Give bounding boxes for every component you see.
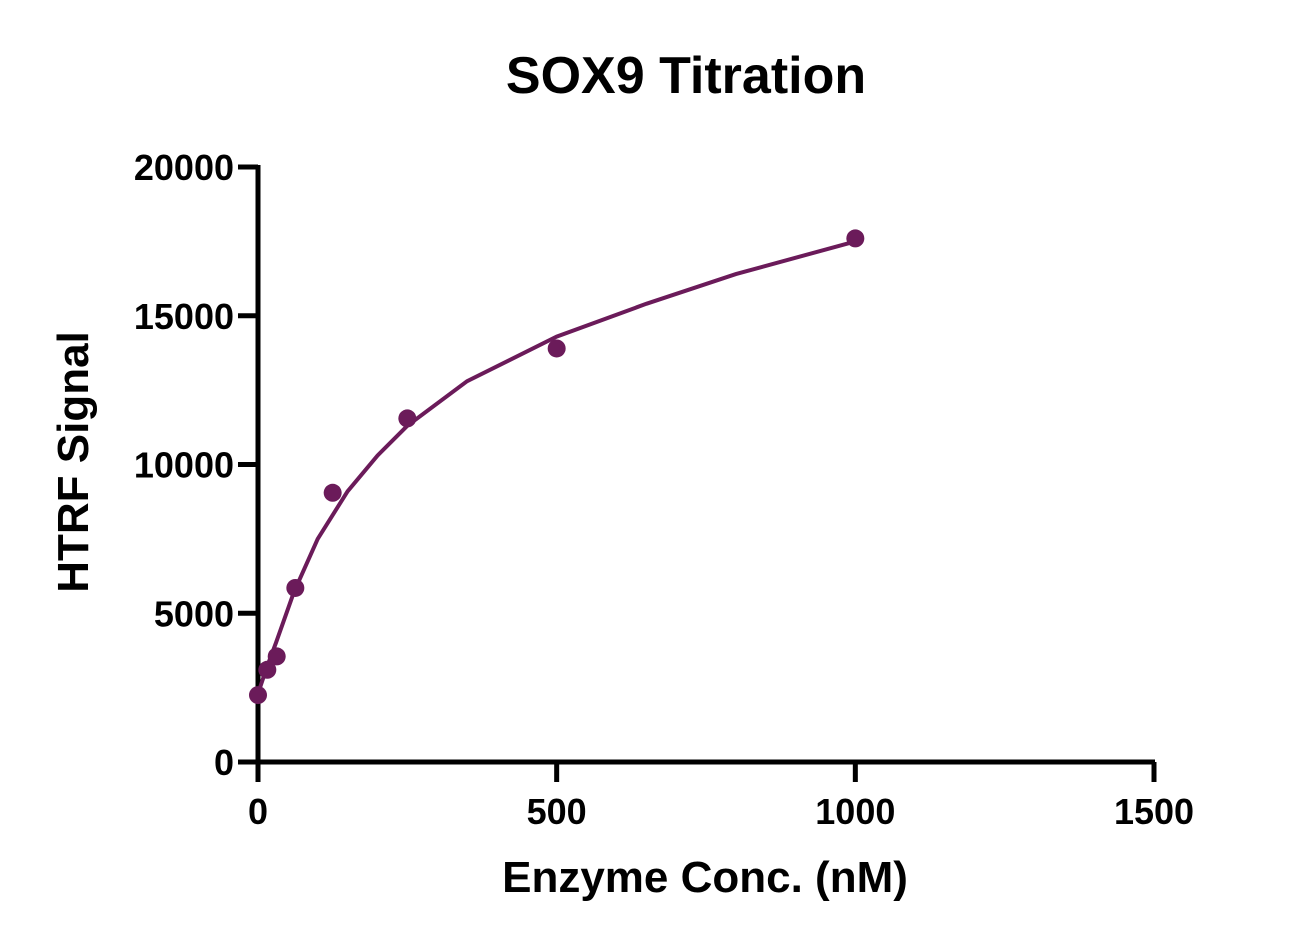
- data-point: [258, 660, 277, 679]
- data-points: [249, 229, 865, 705]
- data-point: [846, 229, 865, 248]
- y-tick-label: 10000: [134, 445, 234, 486]
- chart-title: SOX9 Titration: [506, 47, 866, 105]
- x-ticks: 0 500 1000 1500: [248, 762, 1194, 832]
- x-tick-label: 1500: [1114, 791, 1194, 832]
- fit-curve: [256, 239, 856, 695]
- data-point: [249, 686, 267, 705]
- x-axis-label: Enzyme Conc. (nM): [502, 853, 908, 902]
- y-tick-label: 5000: [154, 593, 234, 634]
- y-axis-label: HTRF Signal: [49, 331, 98, 593]
- x-tick-label: 0: [248, 791, 268, 832]
- x-tick-label: 1000: [815, 791, 895, 832]
- data-point: [323, 483, 342, 502]
- data-point: [286, 578, 305, 597]
- data-point: [398, 409, 417, 428]
- data-point: [547, 339, 566, 358]
- x-tick-label: 500: [527, 791, 587, 832]
- data-point: [267, 647, 286, 666]
- y-tick-label: 20000: [134, 147, 234, 188]
- y-ticks: 0 5000 10000 15000 20000: [134, 147, 258, 783]
- y-tick-label: 0: [214, 742, 234, 783]
- y-tick-label: 15000: [134, 296, 234, 337]
